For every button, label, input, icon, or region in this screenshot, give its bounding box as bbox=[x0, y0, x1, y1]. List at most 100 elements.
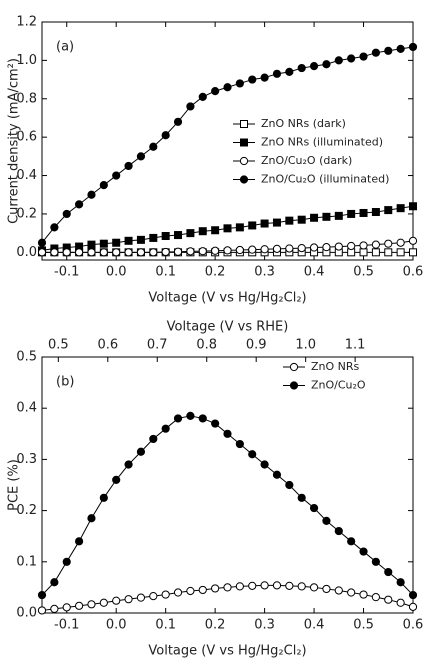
marker bbox=[272, 244, 282, 253]
marker bbox=[384, 567, 393, 577]
marker bbox=[211, 584, 220, 593]
y-axis-label: Current density (mA/cm²) bbox=[7, 58, 22, 224]
marker bbox=[347, 588, 356, 597]
y-tick-label: 0.2 bbox=[16, 503, 37, 518]
marker bbox=[99, 493, 108, 502]
y-tick-label: 1.2 bbox=[16, 15, 37, 30]
x-tick-label: 0.5 bbox=[353, 265, 374, 280]
marker bbox=[322, 584, 331, 594]
legend-marker bbox=[239, 175, 249, 184]
marker bbox=[186, 411, 195, 420]
marker bbox=[161, 590, 170, 599]
marker bbox=[75, 601, 84, 610]
marker bbox=[272, 218, 281, 227]
marker bbox=[136, 593, 146, 602]
x2-tick-label: 1.0 bbox=[295, 338, 316, 353]
marker bbox=[37, 238, 47, 247]
marker bbox=[186, 247, 195, 256]
marker bbox=[260, 245, 269, 254]
marker bbox=[285, 581, 294, 590]
marker bbox=[408, 590, 418, 600]
marker bbox=[161, 247, 170, 257]
marker bbox=[384, 595, 393, 604]
marker bbox=[136, 447, 146, 456]
x2-tick-label: 0.8 bbox=[196, 338, 217, 353]
marker bbox=[124, 161, 133, 171]
marker bbox=[211, 419, 220, 428]
y-axis-label: PCE (%) bbox=[7, 459, 22, 511]
marker bbox=[211, 226, 220, 235]
marker bbox=[149, 592, 158, 601]
marker bbox=[87, 514, 96, 523]
y-tick-label: 0.0 bbox=[16, 606, 37, 621]
x2-tick-label: 0.9 bbox=[246, 338, 267, 353]
marker bbox=[297, 493, 306, 502]
marker bbox=[223, 246, 232, 255]
marker bbox=[112, 171, 121, 180]
marker bbox=[371, 557, 380, 566]
marker bbox=[136, 152, 146, 161]
marker bbox=[198, 414, 207, 423]
x-tick-label: 0.1 bbox=[155, 265, 176, 280]
marker bbox=[396, 204, 405, 213]
marker bbox=[359, 241, 368, 250]
marker bbox=[99, 248, 108, 257]
marker bbox=[260, 460, 269, 469]
panel-label: (a) bbox=[56, 40, 74, 55]
marker bbox=[112, 475, 121, 484]
y-tick-label: 0.0 bbox=[16, 245, 37, 260]
marker bbox=[62, 557, 71, 566]
x2-tick-label: 0.6 bbox=[97, 338, 118, 353]
marker bbox=[409, 248, 417, 257]
marker bbox=[136, 235, 145, 244]
x-tick-label: 0.6 bbox=[403, 265, 424, 280]
marker bbox=[334, 526, 343, 536]
marker bbox=[136, 248, 146, 257]
marker bbox=[186, 102, 195, 111]
x-tick-label: 0.1 bbox=[155, 618, 176, 633]
marker bbox=[223, 83, 232, 92]
x-tick-label: 0.5 bbox=[353, 618, 374, 633]
marker bbox=[396, 598, 405, 607]
marker bbox=[223, 224, 232, 233]
marker bbox=[235, 79, 244, 88]
marker bbox=[334, 242, 343, 251]
marker bbox=[223, 583, 232, 592]
x2-tick-label: 1.1 bbox=[345, 338, 366, 353]
marker bbox=[186, 229, 195, 238]
marker bbox=[384, 46, 393, 55]
marker bbox=[322, 212, 331, 221]
marker bbox=[75, 537, 84, 546]
marker bbox=[297, 63, 306, 73]
marker bbox=[198, 227, 207, 236]
marker bbox=[62, 209, 71, 219]
marker bbox=[173, 247, 183, 256]
marker bbox=[124, 595, 133, 604]
marker bbox=[223, 429, 232, 438]
marker bbox=[297, 215, 306, 224]
marker bbox=[50, 604, 59, 614]
marker bbox=[235, 582, 244, 591]
marker bbox=[87, 240, 96, 249]
y-tick-label: 0.5 bbox=[16, 350, 37, 365]
marker bbox=[149, 248, 158, 257]
marker bbox=[124, 460, 133, 469]
panel-label: (b) bbox=[56, 375, 74, 390]
marker bbox=[112, 238, 121, 247]
marker bbox=[408, 602, 418, 611]
marker bbox=[371, 593, 380, 602]
y-tick-label: 0.2 bbox=[16, 206, 37, 221]
marker bbox=[297, 244, 306, 253]
marker bbox=[272, 470, 282, 479]
x-tick-label: 0.3 bbox=[254, 618, 275, 633]
marker bbox=[87, 190, 96, 199]
x2-tick-label: 0.7 bbox=[147, 338, 168, 353]
marker bbox=[309, 243, 319, 252]
marker bbox=[359, 52, 368, 61]
marker bbox=[322, 60, 331, 69]
marker bbox=[248, 581, 257, 590]
plot-frame bbox=[41, 21, 414, 261]
x-tick-label: 0.0 bbox=[106, 618, 127, 633]
x-tick-label: 0.3 bbox=[254, 265, 275, 280]
plot-frame bbox=[41, 356, 414, 614]
